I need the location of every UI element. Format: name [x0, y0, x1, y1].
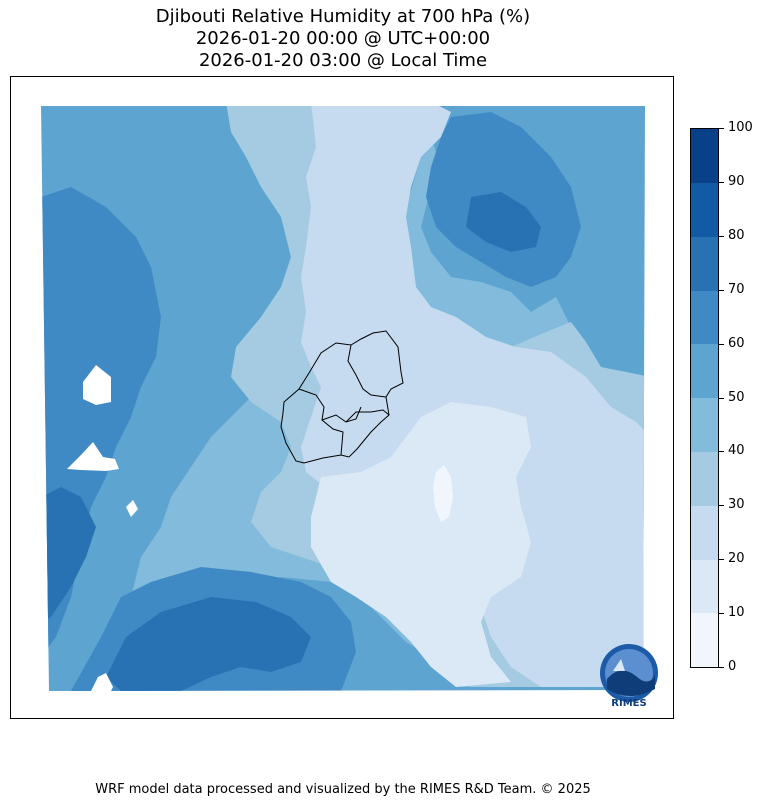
boundary-internal [347, 344, 387, 398]
rimes-logo: RIMES [600, 644, 658, 709]
colorbar [690, 128, 719, 668]
colorbar-tick [719, 451, 724, 452]
missing-data-patch [67, 442, 119, 471]
colorbar-tick-label: 10 [728, 605, 745, 620]
humidity-level-70-80-north-east [466, 192, 541, 252]
colorbar-tick-label: 20 [728, 551, 745, 566]
colorbar-tick [719, 398, 724, 399]
missing-data-patch [83, 365, 111, 405]
humidity-level-70-80-south [106, 597, 311, 691]
colorbar-tick-label: 70 [728, 282, 745, 297]
colorbar-level [691, 182, 718, 237]
colorbar-level [691, 290, 718, 345]
humidity-level-70-80-west [41, 487, 96, 622]
colorbar-level [691, 398, 718, 452]
boundary-coast [345, 409, 390, 423]
title-utc-time: 2026-01-20 00:00 @ UTC+00:00 [195, 28, 491, 49]
map-frame: RIMES [10, 76, 674, 719]
colorbar-level [691, 236, 718, 291]
colorbar-level [691, 129, 718, 183]
footer-credit: WRF model data processed and visualized … [95, 782, 591, 797]
colorbar-tick [719, 667, 724, 668]
colorbar-tick-label: 0 [728, 659, 737, 674]
colorbar-tick-label: 50 [728, 390, 745, 405]
humidity-fill [41, 106, 645, 691]
humidity-level-0-10 [433, 465, 453, 522]
missing-data-patch [91, 673, 113, 691]
colorbar-level [691, 451, 718, 506]
logo-text: RIMES [611, 698, 646, 709]
colorbar-tick [719, 613, 724, 614]
colorbar-tick [719, 236, 724, 237]
colorbar-level [691, 505, 718, 560]
colorbar-level [691, 559, 718, 614]
missing-data-patch [126, 500, 138, 517]
colorbar-tick-label: 30 [728, 497, 745, 512]
title-local-time: 2026-01-20 03:00 @ Local Time [198, 50, 488, 71]
colorbar-tick-label: 60 [728, 336, 745, 351]
colorbar-tick [719, 290, 724, 291]
colorbar-tick-label: 40 [728, 443, 745, 458]
djibouti-boundaries [280, 330, 404, 464]
colorbar-tick [719, 559, 724, 560]
title-variable: Djibouti Relative Humidity at 700 hPa (%… [155, 6, 531, 27]
colorbar-tick [719, 344, 724, 345]
colorbar-level [691, 613, 718, 667]
colorbar-tick-label: 100 [728, 120, 753, 135]
colorbar-tick-label: 80 [728, 228, 745, 243]
colorbar-tick [719, 128, 724, 129]
colorbar-tick [719, 505, 724, 506]
colorbar-tick-label: 90 [728, 174, 745, 189]
colorbar-level [691, 344, 718, 399]
map-title: Djibouti Relative Humidity at 700 hPa (%… [0, 6, 686, 72]
humidity-level-10-20 [311, 402, 531, 687]
humidity-map: RIMES [41, 106, 658, 709]
colorbar-tick [719, 182, 724, 183]
